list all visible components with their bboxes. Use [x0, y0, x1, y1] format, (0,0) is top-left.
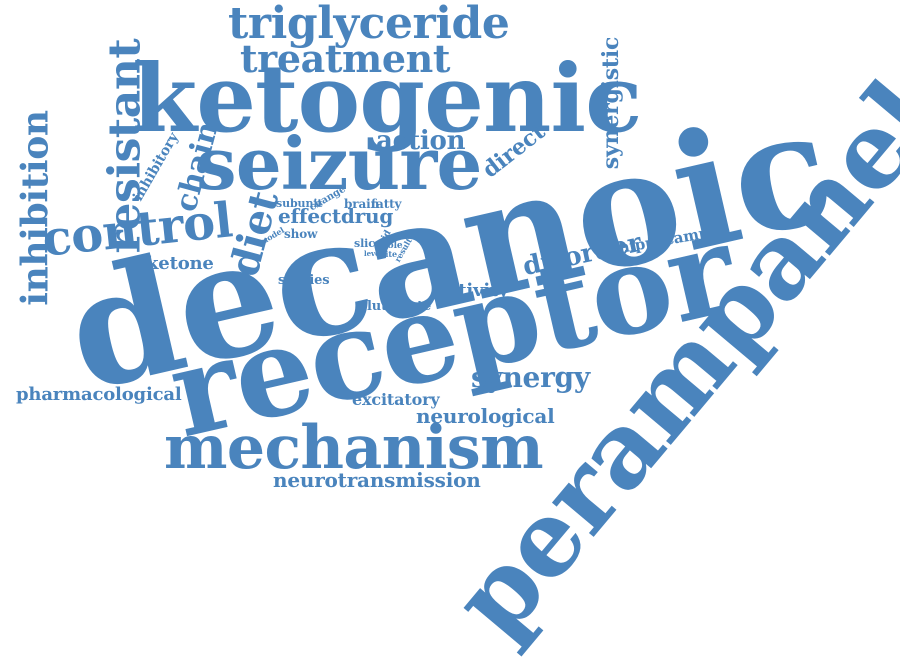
word-role: role — [383, 241, 403, 251]
word-show: show — [284, 227, 318, 241]
word-subunit: subunit — [276, 197, 323, 210]
word-action: action — [376, 126, 466, 156]
word-studies: studies — [278, 273, 330, 288]
word-mechanism: mechanism — [164, 413, 544, 483]
word-inhibition: inhibition — [14, 110, 57, 306]
word-fatty: fatty — [371, 197, 402, 211]
word-effectdrug: effectdrug — [278, 204, 394, 228]
word-site: site — [381, 249, 398, 259]
word-seizure: seizure — [196, 121, 482, 206]
word-level: level — [364, 249, 382, 258]
word-synergy: synergy — [471, 361, 590, 394]
word-slice: slice — [354, 237, 382, 250]
word-cloud: triglyceride treatment ketogenic resista… — [14, 0, 900, 660]
word-neurotransmission: neurotransmission — [273, 468, 481, 492]
word-ketone: ketone — [146, 253, 214, 274]
word-triglyceride: triglyceride — [228, 0, 510, 49]
word-brain: brain — [344, 197, 380, 211]
word-treatment: treatment — [240, 36, 451, 81]
word-excitatory: excitatory — [352, 390, 440, 409]
word-ketogenic: ketogenic — [132, 44, 642, 154]
word-neurological: neurological — [416, 404, 555, 428]
word-pharmacological: pharmacological — [16, 384, 182, 405]
word-glutamate: glutamate — [358, 299, 432, 314]
word-activity: activity — [436, 280, 509, 301]
